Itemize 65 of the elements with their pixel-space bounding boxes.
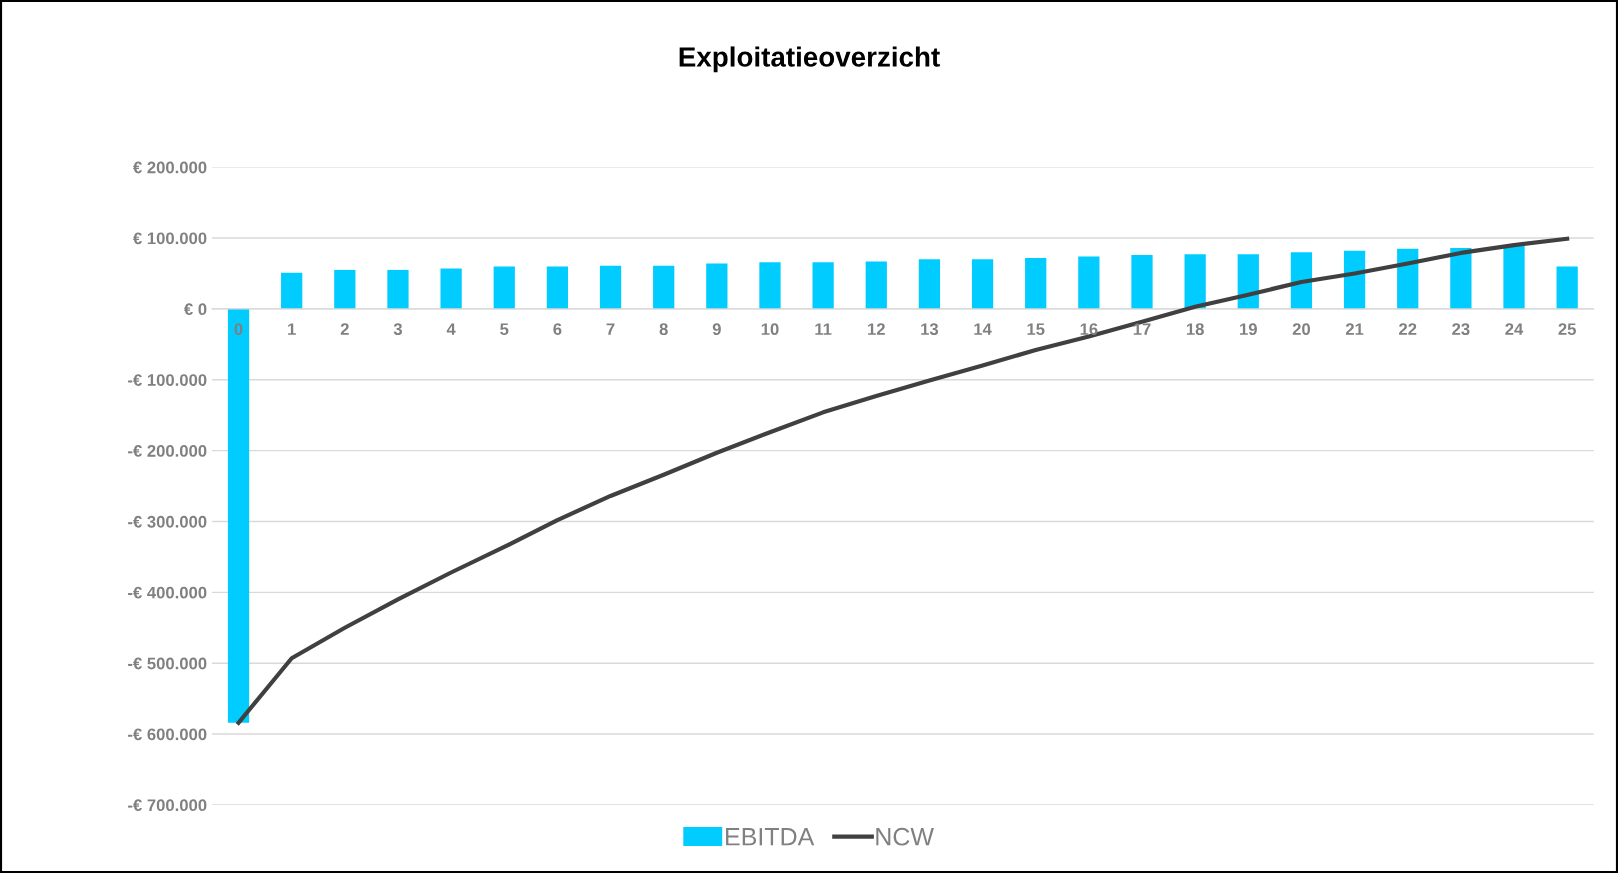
x-tick-label: 23	[1452, 323, 1470, 336]
y-tick-label: -€ 500.000	[128, 657, 207, 670]
x-tick-label: 12	[868, 323, 885, 335]
x-tick-label: 14	[974, 323, 992, 335]
bar	[1503, 245, 1525, 309]
bar	[387, 269, 409, 309]
bar	[865, 261, 887, 309]
y-tick-label: -€ 100.000	[128, 374, 207, 386]
x-tick-label: 8	[659, 323, 668, 336]
bar	[1237, 254, 1259, 309]
x-tick-label: 19	[1240, 323, 1257, 336]
bar	[706, 263, 728, 309]
x-tick-label: 9	[712, 323, 721, 336]
bar	[1290, 252, 1313, 309]
bar	[971, 259, 994, 309]
x-tick-label: 0	[234, 323, 243, 336]
x-tick-label: 20	[1292, 323, 1311, 336]
bar	[599, 265, 622, 309]
bar	[493, 266, 515, 309]
bar	[281, 272, 303, 309]
y-tick-label: -€ 600.000	[128, 728, 207, 741]
bar	[1078, 256, 1100, 309]
x-tick-label: 24	[1505, 323, 1524, 335]
bar	[1131, 255, 1153, 309]
x-tick-label: 11	[815, 323, 832, 335]
bar	[1343, 250, 1366, 309]
legend-label: NCW	[876, 827, 934, 846]
bar	[653, 265, 675, 309]
y-tick-label: -€ 700.000	[128, 799, 207, 812]
y-tick-label: € 100.000	[133, 232, 207, 245]
x-tick-label: 22	[1399, 323, 1417, 335]
x-tick-label: 1	[288, 323, 296, 335]
x-tick-label: 21	[1345, 323, 1364, 335]
bar	[1025, 257, 1047, 309]
bar	[1184, 254, 1206, 309]
x-tick-label: 6	[553, 323, 562, 336]
bar	[1397, 248, 1419, 309]
legend-label: EBITDA	[726, 828, 815, 846]
x-tick-label: 2	[340, 323, 349, 335]
x-tick-label: 3	[393, 323, 402, 336]
x-tick-label: 25	[1558, 323, 1576, 336]
x-tick-label: 10	[761, 323, 779, 336]
x-tick-label: 18	[1186, 323, 1204, 336]
y-tick-label: € 0	[184, 303, 207, 316]
bar	[440, 268, 462, 309]
x-tick-label: 17	[1133, 323, 1151, 335]
y-tick-label: -€ 200.000	[128, 445, 207, 457]
bar	[1450, 247, 1472, 309]
x-tick-label: 4	[446, 323, 456, 335]
x-tick-label: 16	[1080, 323, 1098, 336]
x-tick-label: 15	[1027, 323, 1045, 336]
bar	[334, 269, 356, 309]
y-tick-label: -€ 300.000	[128, 515, 207, 528]
y-tick-label: € 200.000	[133, 161, 207, 174]
bar	[546, 266, 569, 309]
bar	[812, 262, 834, 309]
chart-title: Exploitatieoverzicht	[679, 46, 940, 73]
x-tick-label: 5	[500, 323, 509, 336]
bar	[227, 308, 250, 723]
x-tick-label: 7	[606, 323, 615, 335]
x-tick-label: 13	[921, 323, 939, 336]
y-tick-label: -€ 400.000	[128, 586, 207, 599]
bar	[1556, 266, 1578, 309]
bar	[918, 259, 941, 309]
bar	[759, 262, 781, 309]
